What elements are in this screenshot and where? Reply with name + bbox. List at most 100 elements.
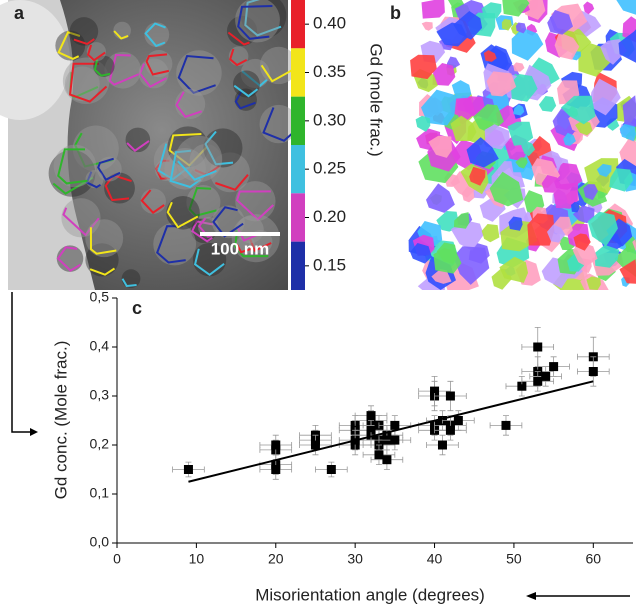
colorbar-segment [291,0,305,49]
y-tick-label: 0,1 [90,485,110,501]
grain [502,0,530,17]
boundary [57,30,81,61]
grain [140,188,166,214]
colorbar-tick-label: 0.35 [313,62,346,81]
grain [575,120,593,136]
colorbar-segment [291,193,305,242]
grain [486,71,517,97]
boundary [52,176,94,195]
grain [48,149,96,197]
boundary [175,91,203,118]
boundary [169,149,202,189]
grain [454,212,470,229]
grain [432,63,456,86]
boundary [249,239,272,252]
boundary [144,22,166,48]
grain [410,54,437,80]
grain [450,115,477,141]
grain [547,10,573,35]
grain [451,80,472,100]
grain [594,244,620,268]
boundary [234,226,269,258]
grain [619,120,636,142]
boundary [86,44,106,62]
colorbar-tick-label: 0.15 [313,255,346,274]
grain [499,256,528,283]
point [588,367,598,376]
point [271,440,281,450]
colorbar-tick-label: 0.40 [313,14,346,33]
grain [563,132,576,146]
boundary [69,62,108,103]
grain [144,22,170,48]
grain [541,175,561,193]
y-axis-label: Gd conc. (Mole frac.) [51,341,70,500]
x-tick-label: 0 [113,551,121,567]
colorbar: 0.40 0.35 0.30 0.25 0.20 0.15 [291,0,346,290]
boundary [260,64,296,83]
grain [125,127,151,153]
boundary [204,130,234,166]
scale-bar-label: 100 nm [211,239,270,258]
grain [483,50,497,62]
grain [64,66,100,102]
tem-hole [0,0,70,120]
colorbar-segment [291,48,305,97]
boundary [229,48,248,67]
grain [421,21,433,31]
grain [547,224,566,243]
boundary [57,148,88,185]
point [533,376,543,386]
grain [609,168,634,192]
grain [484,124,510,150]
boundary [145,53,170,76]
grain [573,233,591,251]
fit-line [188,380,594,483]
grain [433,248,462,274]
arrow-head [30,428,38,436]
boundary [233,84,259,98]
grain [587,211,618,247]
boundary [177,160,217,181]
orientation-grains [408,0,636,290]
x-tick-label: 50 [506,551,522,567]
grain [538,96,557,112]
point [453,416,463,425]
grain [511,27,544,61]
grain [466,137,499,168]
grain [616,0,636,15]
grain [426,183,455,213]
point [437,440,447,450]
boundary [156,225,186,264]
colorbar-tick-label: 0.25 [313,159,346,178]
grain [521,141,536,157]
grain [513,104,525,116]
point [390,420,400,430]
grain [410,243,432,264]
point [430,386,440,396]
grain [259,104,298,144]
boundary [89,227,117,255]
grain [145,50,173,78]
grain [481,224,500,243]
grain [510,74,538,102]
panel-label: b [390,3,401,23]
boundary [62,207,100,237]
grain [436,211,460,232]
grain [501,19,512,31]
boundary [93,59,111,77]
grain [85,219,124,258]
grain [415,115,431,132]
boundary [56,246,81,272]
point [310,440,320,450]
grain [428,135,452,158]
y-tick-label: 0,3 [90,387,110,403]
boundary [177,54,216,95]
grain [571,201,580,213]
grain [431,269,452,284]
grain [589,78,621,116]
boundary [157,143,194,181]
grain [235,0,280,43]
